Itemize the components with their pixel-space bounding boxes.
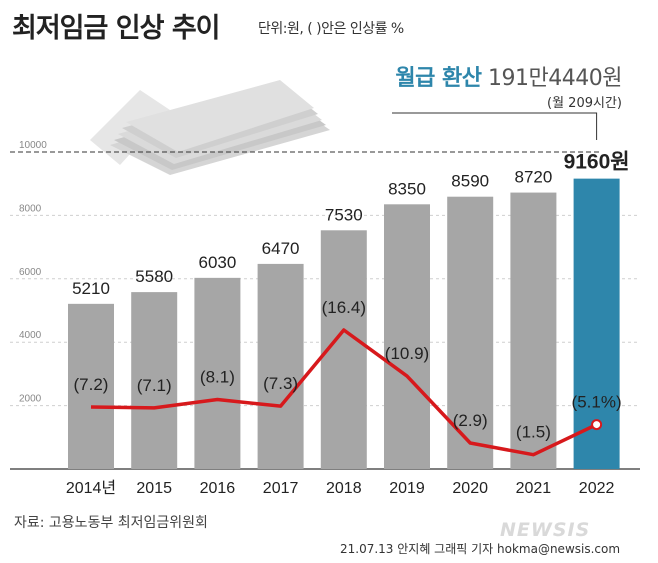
bar xyxy=(194,277,241,469)
category-label: 2018 xyxy=(326,480,362,497)
bar xyxy=(257,263,304,469)
bar-value-label: 5580 xyxy=(135,267,173,286)
rate-label: (7.1) xyxy=(137,376,172,395)
rate-label: (8.1) xyxy=(200,367,235,386)
bar xyxy=(68,303,114,469)
category-label: 2015 xyxy=(136,480,172,497)
bar xyxy=(447,196,494,469)
bar-value-label: 6030 xyxy=(198,253,236,272)
bar xyxy=(131,292,178,469)
bar-value-label: 8590 xyxy=(451,172,489,191)
rate-end-marker xyxy=(591,419,603,431)
y-tick-label: 2000 xyxy=(19,394,42,405)
bar-value-label: 7530 xyxy=(325,205,363,224)
monthly-value: 191만4440원 xyxy=(488,66,622,91)
source-note: 자료: 고용노동부 최저임금위원회 xyxy=(14,515,208,531)
bar-value-label: 8350 xyxy=(388,179,426,198)
category-label: 2017 xyxy=(263,480,299,497)
bar-value-label: 8720 xyxy=(514,168,552,187)
credit-line: 21.07.13 안지혜 그래픽 기자 hokma@newsis.com xyxy=(340,542,621,556)
category-label: 2022 xyxy=(579,480,615,497)
category-label: 2019 xyxy=(389,480,425,497)
unit-note: 단위:원, ( )안은 인상률 % xyxy=(258,21,404,37)
bar-value-label: 6470 xyxy=(262,239,300,258)
y-tick-label: 6000 xyxy=(19,267,42,278)
rate-label: (10.9) xyxy=(385,344,429,363)
monthly-equivalent: 월급 환산 191만4440원 xyxy=(395,60,622,92)
rate-label: (5.1%) xyxy=(572,393,622,412)
y-tick-label: 4000 xyxy=(19,330,42,341)
category-label: 2021 xyxy=(516,480,552,497)
y-tick-label: 8000 xyxy=(19,203,42,214)
y-tick-label: 10000 xyxy=(19,140,47,151)
hours-note: (월 209시간) xyxy=(547,96,622,111)
rate-label: (2.9) xyxy=(453,411,488,430)
bar xyxy=(384,204,430,469)
bar xyxy=(510,192,557,470)
callout-connector xyxy=(392,112,598,140)
rate-line xyxy=(90,328,598,457)
bar-value-label: 5210 xyxy=(72,279,110,298)
category-label: 2014년 xyxy=(66,479,116,497)
monthly-label: 월급 환산 xyxy=(395,66,482,91)
bar-value-label: 9160원 xyxy=(564,151,630,174)
rate-label: (1.5) xyxy=(516,423,551,442)
category-label: 2016 xyxy=(200,480,236,497)
rate-label: (7.3) xyxy=(263,374,298,393)
page-title: 최저임금 인상 추이 xyxy=(12,13,221,44)
money-stack-illustration xyxy=(90,80,330,175)
rate-label: (7.2) xyxy=(74,375,109,394)
watermark: NEWSIS xyxy=(500,519,591,541)
rate-label: (16.4) xyxy=(322,298,366,317)
category-label: 2020 xyxy=(452,480,488,497)
